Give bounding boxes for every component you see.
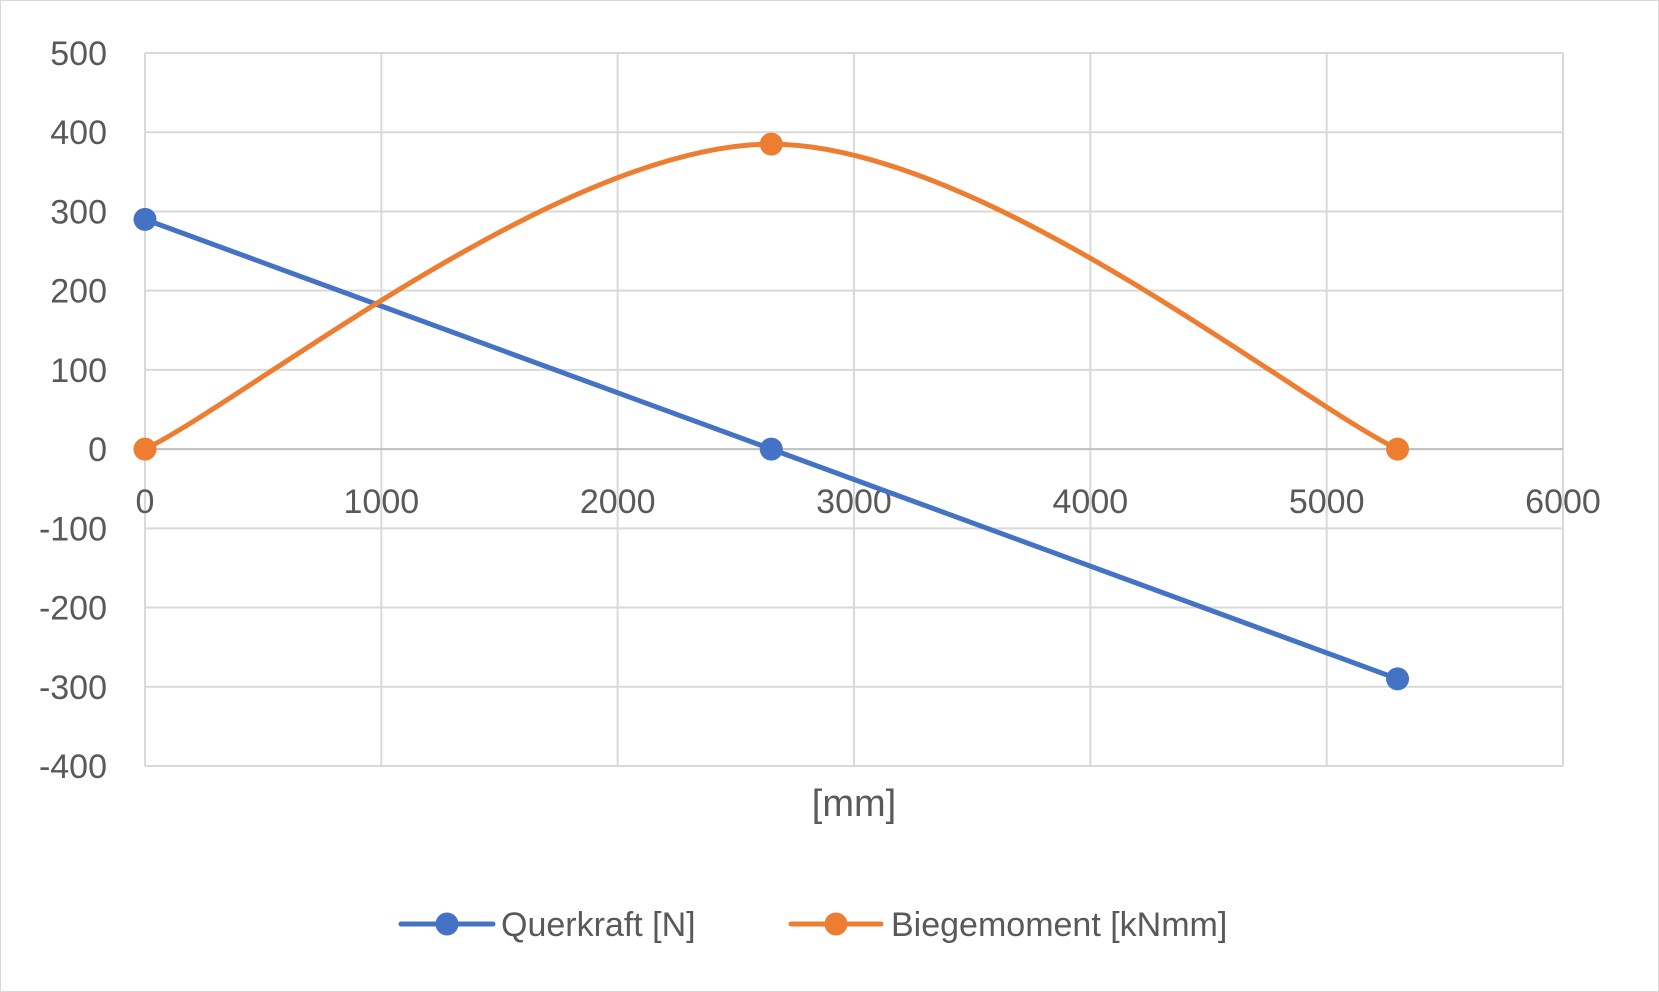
x-axis-title: [mm] — [812, 783, 896, 825]
legend-label: Querkraft [N] — [501, 906, 696, 944]
legend: Querkraft [N] Biegemoment [kNmm] — [398, 906, 1227, 944]
y-tick-label: 300 — [50, 193, 107, 231]
series-0-point — [1386, 667, 1410, 691]
y-tick-labels: -400 -300 -200 -100 0 100 200 300 400 500 — [39, 35, 107, 786]
x-tick-labels: 0 1000 2000 3000 4000 5000 6000 — [136, 483, 1601, 521]
series-layer — [133, 132, 1410, 691]
x-tick-label: 4000 — [1053, 483, 1129, 521]
legend-label: Biegemoment [kNmm] — [891, 906, 1227, 944]
legend-item: Querkraft [N] — [398, 906, 696, 944]
y-tick-label: -200 — [39, 590, 107, 628]
legend-swatch-marker — [824, 912, 848, 936]
series-0-point — [759, 437, 783, 461]
legend-swatch-marker — [435, 912, 459, 936]
x-tick-label: 0 — [136, 483, 155, 521]
y-tick-label: 500 — [50, 35, 107, 73]
y-tick-label: 200 — [50, 273, 107, 311]
series-line-1 — [142, 141, 1401, 452]
y-tick-label: -100 — [39, 510, 107, 548]
y-tick-label: -400 — [39, 748, 107, 786]
series-1-point — [759, 132, 783, 156]
x-tick-label: 5000 — [1289, 483, 1365, 521]
series-0-point — [133, 207, 157, 231]
y-tick-label: 0 — [88, 431, 107, 469]
y-tick-label: 400 — [50, 114, 107, 152]
x-tick-label: 6000 — [1525, 483, 1601, 521]
x-tick-label: 1000 — [344, 483, 420, 521]
y-tick-label: -300 — [39, 669, 107, 707]
series-1-point — [1386, 437, 1410, 461]
x-tick-label: 2000 — [580, 483, 656, 521]
series-1-point — [133, 437, 157, 461]
y-tick-label: 100 — [50, 352, 107, 390]
legend-item: Biegemoment [kNmm] — [788, 906, 1227, 944]
